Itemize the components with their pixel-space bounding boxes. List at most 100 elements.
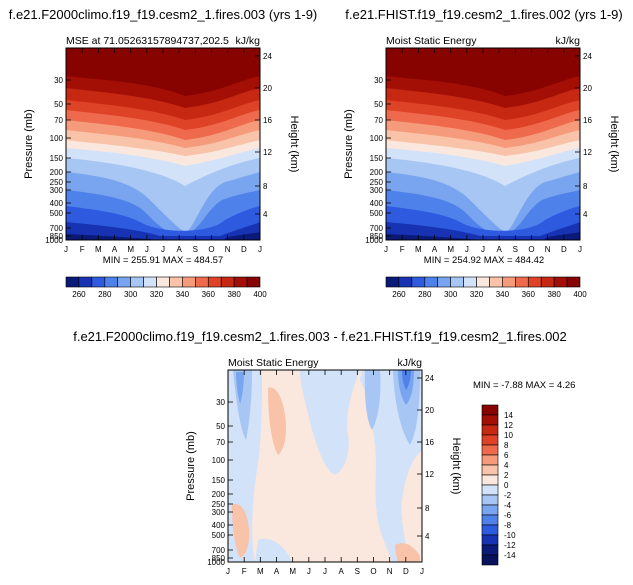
y-tick-label: 400 xyxy=(212,521,226,530)
colorbar-swatch xyxy=(489,276,503,288)
x-tick-label: N xyxy=(225,245,231,254)
colorbar-swatch xyxy=(481,504,499,516)
x-tick-label: J xyxy=(481,245,485,254)
colorbar-swatch xyxy=(566,276,581,288)
y-right-tick-label: 8 xyxy=(583,182,588,191)
x-tick-label: J xyxy=(64,245,68,254)
y-tick-label: 150 xyxy=(50,154,64,163)
colorbar-swatch xyxy=(463,276,477,288)
colorbar-swatch xyxy=(411,276,426,288)
y-right-tick-label: 16 xyxy=(425,438,434,447)
colorbar-swatch xyxy=(220,276,235,288)
y-tick-label: 30 xyxy=(216,398,225,407)
colorbar-swatch xyxy=(481,474,499,486)
y-right-tick-label: 12 xyxy=(583,148,592,157)
y-tick-label: 400 xyxy=(50,199,64,208)
x-tick-label: M xyxy=(289,567,296,576)
colorbar-swatch xyxy=(182,276,196,288)
colorbar-swatch xyxy=(481,544,499,556)
panel-c-subtitle-right: kJ/kg xyxy=(397,357,422,369)
panel-a: f.e21.F2000climo.f19_f19.cesm2_1.fires.0… xyxy=(9,7,318,299)
colorbar-label: 280 xyxy=(418,290,432,299)
x-tick-label: A xyxy=(338,567,344,576)
colorbar-label: 400 xyxy=(573,290,587,299)
y-tick-label: 850 xyxy=(370,232,384,241)
panel-c: f.e21.F2000climo.f19_f19.cesm2_1.fires.0… xyxy=(73,329,575,576)
colorbar-label: 10 xyxy=(504,431,513,440)
x-tick-label: J xyxy=(145,245,149,254)
x-tick-label: J xyxy=(161,245,165,254)
y-tick-label: 100 xyxy=(370,134,384,143)
colorbar-label: 6 xyxy=(504,451,509,460)
colorbar-swatch xyxy=(195,276,209,288)
y-right-tick-label: 24 xyxy=(425,374,434,383)
panel-c-title: f.e21.F2000climo.f19_f19.cesm2_1.fires.0… xyxy=(73,329,567,344)
colorbar-swatch xyxy=(481,434,499,446)
x-tick-label: N xyxy=(545,245,551,254)
colorbar-swatch xyxy=(207,276,222,288)
colorbar-swatch xyxy=(233,276,248,288)
y-tick-label: 100 xyxy=(212,456,226,465)
y-tick-label: 30 xyxy=(374,76,383,85)
colorbar-swatch xyxy=(553,276,568,288)
panel-b-subtitle-left: Moist Static Energy xyxy=(386,35,477,47)
y-right-tick-label: 4 xyxy=(583,210,588,219)
y-tick-label: 250 xyxy=(50,178,64,187)
x-tick-label: F xyxy=(400,245,405,254)
x-tick-label: J xyxy=(420,567,424,576)
y-tick-label: 1000 xyxy=(45,236,63,245)
panel-a-ylabel: Pressure (mb) xyxy=(23,109,35,179)
y-tick-label: 300 xyxy=(50,186,64,195)
colorbar-swatch xyxy=(481,444,499,456)
y-right-tick-label: 12 xyxy=(263,148,272,157)
colorbar-label: -10 xyxy=(504,531,516,540)
colorbar-label: 380 xyxy=(227,290,241,299)
panel-c-plot xyxy=(228,370,422,562)
panel-b: f.e21.FHIST.f19_f19.cesm2_1.fires.002 (y… xyxy=(343,7,623,299)
colorbar-label: 320 xyxy=(150,290,164,299)
x-tick-label: J xyxy=(578,245,582,254)
x-tick-label: N xyxy=(387,567,393,576)
x-tick-label: M xyxy=(447,245,454,254)
colorbar-swatch xyxy=(117,276,131,288)
x-tick-label: J xyxy=(384,245,388,254)
y-right-tick-label: 20 xyxy=(583,84,592,93)
y-right-tick-label: 20 xyxy=(263,84,272,93)
y-tick-label: 300 xyxy=(212,508,226,517)
colorbar-swatch xyxy=(104,276,119,288)
x-tick-label: J xyxy=(226,567,230,576)
colorbar-label: 380 xyxy=(547,290,561,299)
y-right-tick-label: 8 xyxy=(425,504,430,513)
x-tick-label: F xyxy=(242,567,247,576)
panel-b-ylabel: Pressure (mb) xyxy=(343,109,355,179)
colorbar-swatch xyxy=(481,554,499,566)
panel-c-ylabel-right: Height (km) xyxy=(450,438,462,495)
colorbar-swatch xyxy=(78,276,93,288)
panel-a-subtitle-right: kJ/kg xyxy=(235,35,260,47)
y-tick-label: 1000 xyxy=(365,236,383,245)
y-tick-label: 850 xyxy=(212,554,226,563)
colorbar-label: 2 xyxy=(504,471,509,480)
y-tick-label: 850 xyxy=(50,232,64,241)
y-right-tick-label: 16 xyxy=(583,116,592,125)
colorbar-label: -8 xyxy=(504,521,512,530)
colorbar-swatch xyxy=(246,276,261,288)
panel-b-colorbar: 260 280 300 320 340 360 380 400 xyxy=(385,276,587,299)
x-tick-label: J xyxy=(258,245,262,254)
colorbar-label: -6 xyxy=(504,511,512,520)
y-tick-label: 700 xyxy=(370,224,384,233)
panel-a-subtitle-left: MSE at 71.05263157894737,202.5 xyxy=(66,35,229,47)
panel-b-stats: MIN = 254.92 MAX = 484.42 xyxy=(424,255,544,266)
panel-b-title: f.e21.FHIST.f19_f19.cesm2_1.fires.002 (y… xyxy=(345,7,622,22)
colorbar-label: 12 xyxy=(504,421,513,430)
colorbar-label: 400 xyxy=(253,290,267,299)
colorbar-swatch xyxy=(385,276,400,288)
colorbar-swatch xyxy=(450,276,464,288)
y-tick-label: 200 xyxy=(370,168,384,177)
colorbar-swatch xyxy=(481,454,499,466)
colorbar-swatch xyxy=(156,276,170,288)
colorbar-label: 260 xyxy=(392,290,406,299)
x-tick-label: A xyxy=(496,245,502,254)
